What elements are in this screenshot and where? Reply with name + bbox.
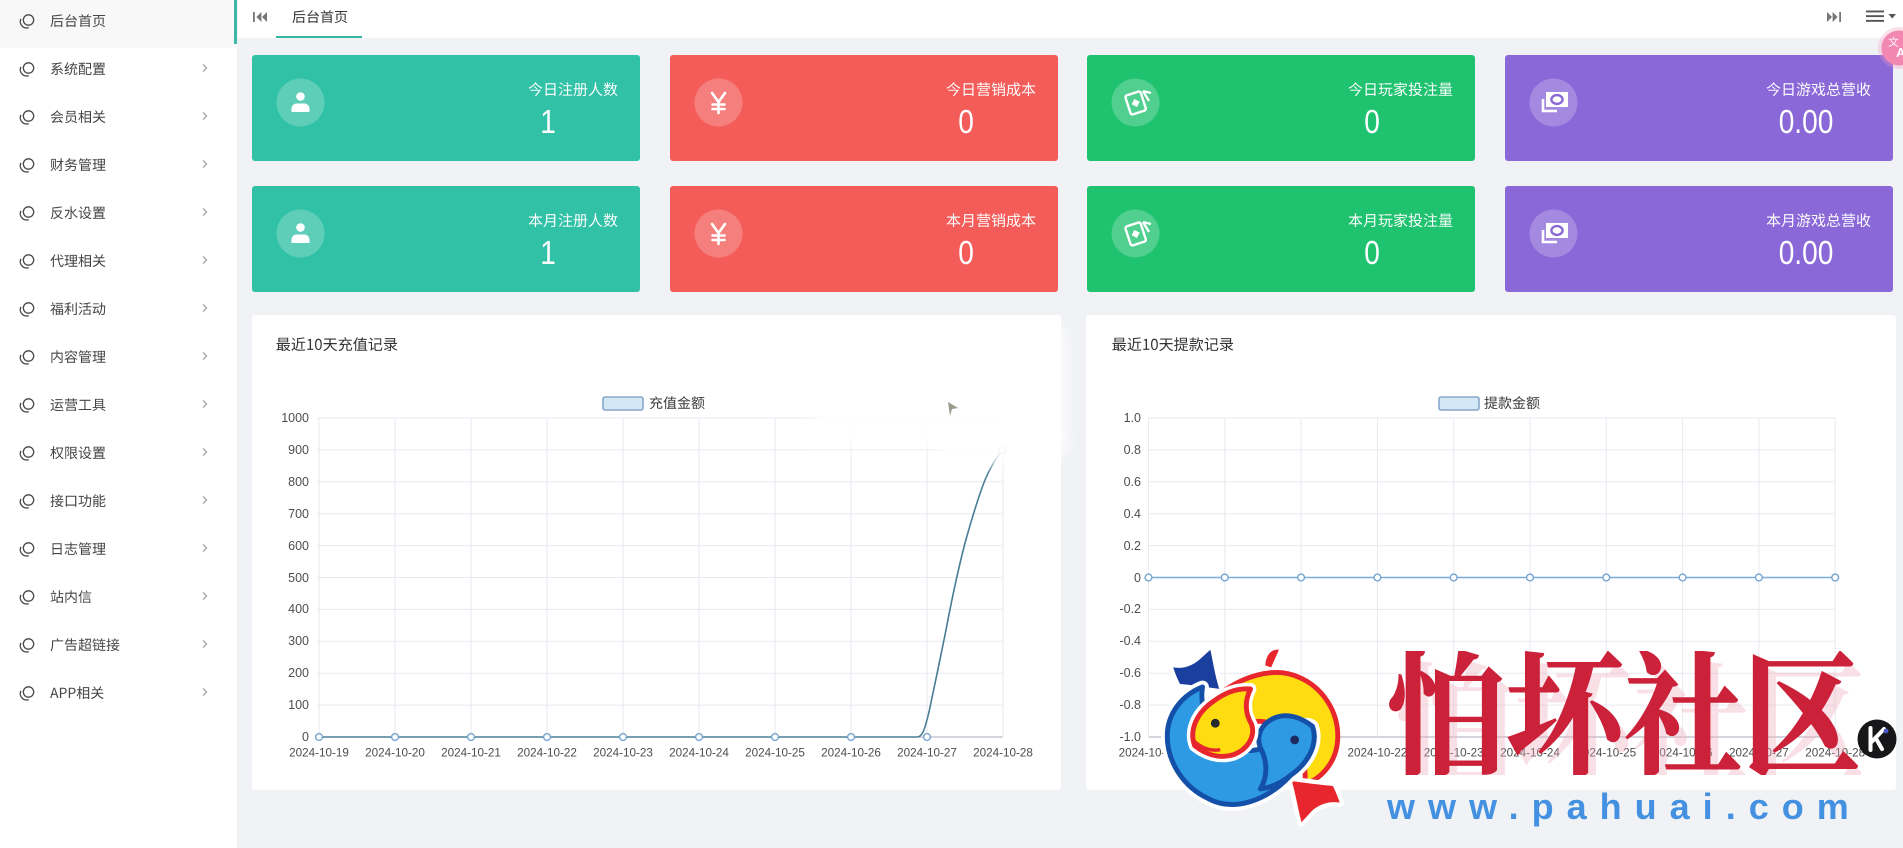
svg-text:A: A	[1896, 45, 1903, 60]
